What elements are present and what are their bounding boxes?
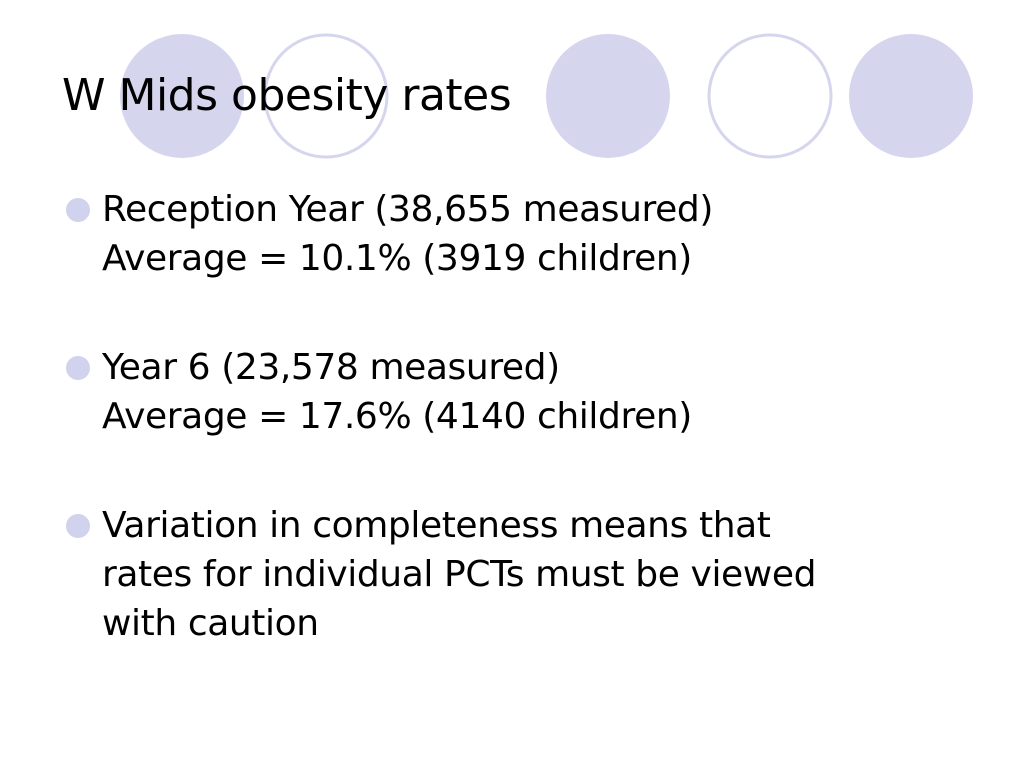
outline-circle xyxy=(707,33,833,159)
bullet-dot-icon xyxy=(66,356,90,380)
bullet-dot-icon xyxy=(66,514,90,538)
bullet-dot-icon xyxy=(66,198,90,222)
slide-title: W Mids obesity rates xyxy=(62,70,512,121)
bullet-line: Year 6 (23,578 measured) xyxy=(102,347,560,388)
bullet-text: Reception Year (38,655 measured) Average… xyxy=(102,185,982,283)
bullet-line: Average = 10.1% (3919 children) xyxy=(102,238,692,279)
bullet-text: Variation in completeness means that rat… xyxy=(102,501,982,648)
filled-circle xyxy=(120,34,244,158)
bullet-line: Reception Year (38,655 measured) xyxy=(102,189,713,230)
bullet-line: rates for individual PCTs must be viewed xyxy=(102,554,817,595)
filled-circle xyxy=(849,34,973,158)
filled-circle xyxy=(546,34,670,158)
bullet-text: Year 6 (23,578 measured) Average = 17.6%… xyxy=(102,343,982,441)
outline-circle xyxy=(263,33,389,159)
bullet-line: Variation in completeness means that xyxy=(102,505,771,546)
bullet-line: with caution xyxy=(102,603,319,644)
bullet-line: Average = 17.6% (4140 children) xyxy=(102,396,692,437)
